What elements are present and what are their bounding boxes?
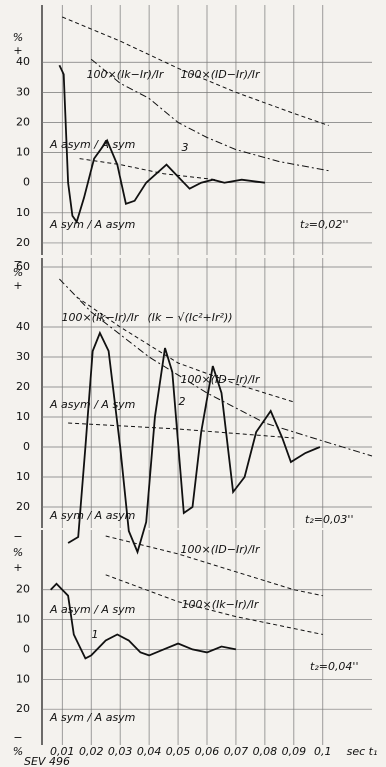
data-line xyxy=(67,330,321,555)
x-tick-label: 0,1 xyxy=(314,745,332,758)
x-tick-label: 0,02 xyxy=(79,745,104,758)
y-tick-label: 30 xyxy=(16,85,30,98)
annotation: + xyxy=(13,279,22,292)
x-tick-label: 0,03 xyxy=(108,745,133,758)
x-tick-label: 0,01 xyxy=(50,745,75,758)
annotation: A asym / A sym xyxy=(49,398,135,411)
annotation: − xyxy=(13,530,22,543)
y-tick-label: 10 xyxy=(16,613,30,626)
y-tick-label: 20 xyxy=(16,115,30,128)
y-tick-label: 10 xyxy=(16,470,30,483)
y-tick-label: 20 xyxy=(16,500,30,513)
y-tick-label: 30 xyxy=(16,350,30,363)
annotation: t₂=0,02'' xyxy=(300,218,348,231)
y-tick-label: 10 xyxy=(16,410,30,423)
x-tick-label: 0,07 xyxy=(224,745,249,758)
data-line xyxy=(79,158,216,181)
annotation: A sym / A asym xyxy=(49,509,135,522)
data-line xyxy=(62,16,329,126)
annotation: + xyxy=(13,44,22,57)
data-line xyxy=(59,278,373,457)
annotation: − xyxy=(13,255,22,268)
annotation: A asym / A sym xyxy=(49,603,135,616)
x-tick-label: 0,05 xyxy=(166,745,191,758)
x-tick-label: 0,06 xyxy=(195,745,220,758)
annotation: SEV 496 xyxy=(24,755,70,767)
annotation: t₂=0,04'' xyxy=(310,660,358,673)
y-tick-label: 20 xyxy=(16,702,30,715)
y-tick-label: 20 xyxy=(16,380,30,393)
annotation: A sym / A asym xyxy=(49,218,135,231)
data-line xyxy=(68,422,294,439)
series-label: 100×(Ik−Ir)/Ir xyxy=(87,68,165,81)
series-label: 100×(ID−Ir)/Ir xyxy=(181,373,261,386)
y-tick-label: 40 xyxy=(16,55,30,68)
data-line xyxy=(90,58,329,172)
y-tick-label: 20 xyxy=(16,236,30,249)
annotation: + xyxy=(13,561,22,574)
annotation: t₂=0,03'' xyxy=(305,513,353,526)
y-tick-label: 40 xyxy=(16,320,30,333)
y-tick-label: 0 xyxy=(23,642,30,655)
y-tick-label: 0 xyxy=(23,176,30,189)
series-label: 100×(ID−Ir)/Ir xyxy=(181,543,261,556)
data-line xyxy=(50,582,237,660)
series-label: 100×(Ik−Ir)/Ir xyxy=(182,598,260,611)
x-tick-label: 0,09 xyxy=(282,745,307,758)
annotation: % xyxy=(13,546,23,559)
annotation: % xyxy=(13,31,23,44)
x-tick-label: 0,08 xyxy=(253,745,278,758)
y-tick-label: 0 xyxy=(23,440,30,453)
annotation: % xyxy=(13,745,23,758)
y-tick-label: 10 xyxy=(16,672,30,685)
y-tick-label: 10 xyxy=(16,206,30,219)
data-line xyxy=(105,535,323,597)
x-tick-label: 0,04 xyxy=(137,745,162,758)
annotation: − xyxy=(13,731,22,744)
data-line xyxy=(76,296,294,403)
series-label: 3 xyxy=(182,141,189,154)
data-line xyxy=(105,574,323,635)
annotation: A sym / A asym xyxy=(49,711,135,724)
series-label: 100×(Ik−Ir)/Ir xyxy=(62,311,140,324)
annotation: A asym / A sym xyxy=(49,138,135,151)
data-line xyxy=(58,64,266,224)
series-label: 2 xyxy=(179,395,186,408)
y-tick-label: 10 xyxy=(16,146,30,159)
series-label: (Ik − √(Ic²+Ir²)) xyxy=(147,311,232,324)
annotation: % xyxy=(13,266,23,279)
y-tick-label: 20 xyxy=(16,583,30,596)
series-label: 100×(ID−Ir)/Ir xyxy=(181,68,261,81)
x-axis-label: sec t₁ xyxy=(347,745,378,758)
y-tick-label: 60 xyxy=(16,260,30,273)
series-label: 1 xyxy=(92,628,99,641)
